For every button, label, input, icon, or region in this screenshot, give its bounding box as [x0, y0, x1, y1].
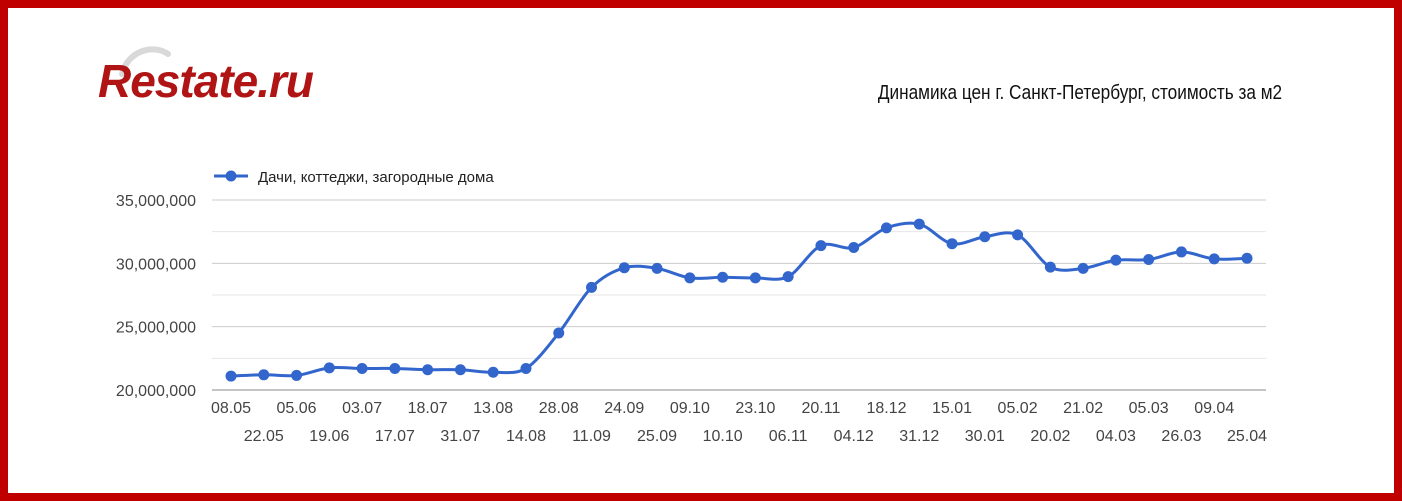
x-tick-label: 18.07 — [408, 400, 448, 417]
x-tick-label: 09.04 — [1194, 400, 1234, 417]
x-tick-label: 08.05 — [211, 400, 251, 417]
x-axis-ticks: 08.05 22.05 05.06 19.06 03.07 17.07 18.07 31.07… — [211, 400, 1267, 445]
data-point[interactable] — [586, 281, 598, 293]
x-tick-label: 26.03 — [1161, 428, 1201, 445]
legend-marker-icon — [225, 170, 237, 182]
x-tick-label: 14.08 — [506, 428, 546, 445]
x-tick-label: 05.06 — [277, 400, 317, 417]
x-tick-label: 04.12 — [834, 428, 874, 445]
data-point[interactable] — [848, 242, 860, 253]
data-point[interactable] — [1175, 246, 1187, 258]
data-point[interactable] — [749, 272, 761, 284]
x-tick-label: 03.07 — [342, 400, 382, 417]
data-point[interactable] — [717, 271, 729, 283]
x-tick-label: 20.02 — [1030, 428, 1070, 445]
data-point[interactable] — [1012, 229, 1024, 241]
data-point[interactable] — [291, 369, 303, 381]
x-tick-label: 20.11 — [802, 400, 841, 417]
x-tick-label: 13.08 — [473, 400, 513, 417]
data-point[interactable] — [356, 362, 368, 374]
x-tick-label: 06.11 — [769, 428, 808, 445]
logo-swoosh-icon — [119, 46, 171, 77]
data-point[interactable] — [1241, 252, 1253, 264]
grid-lines — [212, 199, 1266, 391]
data-point[interactable] — [815, 240, 827, 252]
x-tick-label: 18.12 — [866, 400, 906, 417]
data-point[interactable] — [782, 271, 794, 283]
data-point[interactable] — [1208, 253, 1220, 265]
data-point[interactable] — [422, 364, 434, 376]
series-line — [229, 221, 1249, 378]
x-tick-label: 21.02 — [1063, 400, 1103, 417]
x-tick-label: 11.09 — [572, 428, 611, 445]
x-tick-label: 17.07 — [375, 428, 415, 445]
data-point[interactable] — [323, 362, 335, 374]
data-point[interactable] — [913, 218, 925, 230]
x-tick-label: 28.08 — [539, 400, 579, 417]
x-tick-label: 22.05 — [244, 428, 284, 445]
data-point[interactable] — [946, 238, 958, 250]
x-tick-label: 05.03 — [1129, 400, 1169, 417]
x-tick-label: 15.01 — [932, 400, 972, 417]
data-point[interactable] — [487, 366, 499, 378]
series-points — [225, 218, 1253, 382]
data-point[interactable] — [618, 262, 630, 274]
data-point[interactable] — [684, 272, 696, 284]
x-tick-label: 30.01 — [965, 428, 1005, 445]
data-point[interactable] — [651, 262, 663, 274]
y-tick-label: 25,000,000 — [116, 320, 196, 337]
x-tick-label: 09.10 — [670, 400, 710, 417]
data-point[interactable] — [1110, 254, 1122, 266]
y-tick-label: 20,000,000 — [116, 383, 196, 400]
x-tick-label: 04.03 — [1096, 428, 1136, 445]
data-point[interactable] — [880, 222, 892, 234]
data-point[interactable] — [520, 362, 532, 374]
data-point[interactable] — [454, 364, 466, 376]
logo-text: Restate.ru — [98, 55, 314, 107]
x-tick-label: 31.07 — [440, 428, 480, 445]
x-tick-label: 25.09 — [637, 428, 677, 445]
x-tick-label: 10.10 — [703, 428, 743, 445]
data-point[interactable] — [1044, 261, 1056, 273]
x-tick-label: 19.06 — [309, 428, 349, 445]
data-point[interactable] — [1077, 262, 1089, 274]
data-point[interactable] — [1143, 254, 1155, 266]
data-point[interactable] — [389, 362, 401, 374]
y-tick-label: 30,000,000 — [116, 256, 196, 273]
legend-label: Дачи, коттеджи, загородные дома — [258, 169, 494, 186]
y-tick-label: 35,000,000 — [116, 193, 196, 210]
data-point[interactable] — [553, 327, 565, 339]
x-tick-label: 24.09 — [604, 400, 644, 417]
x-tick-label: 23.10 — [735, 400, 775, 417]
x-tick-label: 25.04 — [1227, 428, 1267, 445]
y-axis-ticks: 20,000,000 25,000,000 30,000,000 35,000,000 — [116, 193, 196, 400]
chart-title: Динамика цен г. Санкт-Петербург, стоимос… — [877, 82, 1282, 104]
x-tick-label: 31.12 — [899, 428, 939, 445]
data-point[interactable] — [979, 231, 991, 243]
data-point[interactable] — [258, 369, 270, 381]
data-point[interactable] — [225, 370, 237, 382]
legend[interactable]: Дачи, коттеджи, загородные дома — [214, 169, 494, 186]
x-tick-label: 05.02 — [998, 400, 1038, 417]
